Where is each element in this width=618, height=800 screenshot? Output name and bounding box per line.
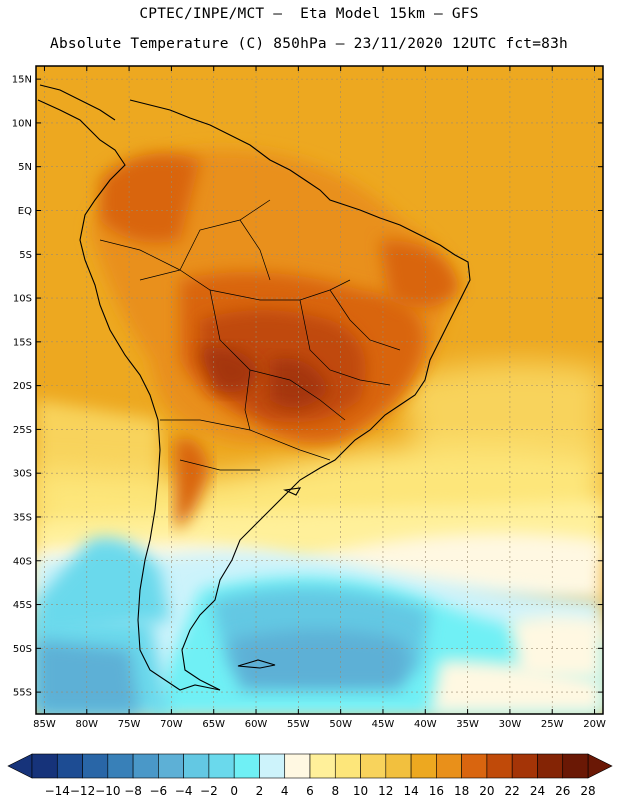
colorbar-label: 24 bbox=[530, 784, 545, 798]
coastline bbox=[37, 84, 471, 691]
colorbar-swatch bbox=[183, 753, 210, 779]
lon-tick-label: 45W bbox=[372, 719, 395, 730]
lat-tick-label: 5N bbox=[18, 162, 32, 173]
colorbar-swatch bbox=[284, 753, 311, 779]
temperature-field bbox=[36, 66, 603, 714]
lat-tick-label: 25S bbox=[13, 425, 32, 436]
lat-tick-label: 10N bbox=[12, 118, 32, 129]
colorbar-swatch bbox=[334, 753, 361, 779]
map-title: CPTEC/INPE/MCT – Eta Model 15km – GFS bbox=[139, 6, 479, 22]
colorbar-label: 22 bbox=[505, 784, 520, 798]
colorbar-label: −12 bbox=[70, 784, 95, 798]
lat-tick-label: 10S bbox=[13, 294, 32, 305]
colorbar-label: −8 bbox=[124, 784, 142, 798]
colorbar-label: −10 bbox=[95, 784, 120, 798]
colorbar-swatch bbox=[82, 753, 109, 779]
colorbar-swatch bbox=[385, 753, 412, 779]
colorbar-swatch bbox=[436, 753, 462, 779]
lon-tick-label: 65W bbox=[202, 719, 225, 730]
colorbar-swatch bbox=[31, 753, 58, 779]
lon-tick-label: 40W bbox=[414, 719, 437, 730]
colorbar-swatch bbox=[562, 753, 589, 779]
colorbar-over-arrow bbox=[587, 753, 613, 779]
lat-tick-label: 45S bbox=[13, 600, 32, 611]
colorbar-swatch bbox=[132, 753, 159, 779]
colorbar-swatch bbox=[461, 753, 488, 779]
colorbar: −14 −12 −10 −8 −6 −4 −2 0 2 4 6 8 10 12 14 16 18 20 22 24 26… bbox=[7, 753, 613, 798]
colorbar-swatch bbox=[410, 753, 437, 779]
colorbar-label: 28 bbox=[580, 784, 595, 798]
colorbar-label: 6 bbox=[306, 784, 314, 798]
map-subtitle: Absolute Temperature (C) 850hPa – 23/11/… bbox=[50, 36, 568, 52]
colorbar-swatch bbox=[107, 753, 134, 779]
colorbar-label: 4 bbox=[281, 784, 289, 798]
colorbar-under-arrow bbox=[7, 753, 33, 779]
colorbar-swatch bbox=[486, 753, 513, 779]
colorbar-label: 16 bbox=[429, 784, 444, 798]
colorbar-swatch bbox=[309, 753, 336, 779]
lon-tick-label: 35W bbox=[456, 719, 479, 730]
lon-tick-label: 55W bbox=[287, 719, 310, 730]
lon-tick-label: 75W bbox=[118, 719, 141, 730]
lon-tick-label: 50W bbox=[329, 719, 352, 730]
lat-lon-grid bbox=[36, 66, 603, 714]
lon-tick-label: 25W bbox=[541, 719, 564, 730]
colorbar-label: 0 bbox=[230, 784, 238, 798]
lat-tick-label: 5S bbox=[19, 250, 32, 261]
latitude-axis: 15N 10N 5N EQ 5S 10S 15S 20S 25S 30S 35S 40S 45S 50S 5… bbox=[12, 75, 603, 699]
lat-tick-label: 15N bbox=[12, 75, 32, 86]
lon-tick-label: 60W bbox=[245, 719, 268, 730]
colorbar-label: −6 bbox=[150, 784, 168, 798]
lon-tick-label: 30W bbox=[499, 719, 522, 730]
colorbar-label: 14 bbox=[403, 784, 418, 798]
colorbar-swatch bbox=[158, 753, 184, 779]
lon-tick-label: 85W bbox=[33, 719, 56, 730]
colorbar-swatch bbox=[537, 753, 564, 779]
lon-tick-label: 20W bbox=[583, 719, 606, 730]
colorbar-label: −2 bbox=[200, 784, 218, 798]
lat-tick-label: 30S bbox=[13, 469, 32, 480]
colorbar-swatch bbox=[511, 753, 538, 779]
colorbar-label: 10 bbox=[353, 784, 368, 798]
lon-tick-label: 70W bbox=[160, 719, 183, 730]
map-frame bbox=[35, 65, 604, 715]
colorbar-label: 8 bbox=[331, 784, 339, 798]
colorbar-label: −4 bbox=[175, 784, 193, 798]
colorbar-label: 2 bbox=[256, 784, 264, 798]
lat-tick-label: 50S bbox=[13, 644, 32, 655]
colorbar-label: −14 bbox=[45, 784, 70, 798]
lat-tick-label: 35S bbox=[13, 512, 32, 523]
lat-tick-label: 20S bbox=[13, 381, 32, 392]
lat-tick-label: 40S bbox=[13, 556, 32, 567]
lat-tick-label: 55S bbox=[13, 688, 32, 699]
colorbar-swatch bbox=[259, 753, 286, 779]
lat-tick-label: 15S bbox=[13, 337, 32, 348]
colorbar-swatch bbox=[233, 753, 260, 779]
colorbar-swatch bbox=[56, 753, 83, 779]
colorbar-label: 20 bbox=[479, 784, 494, 798]
lat-tick-label: EQ bbox=[18, 206, 32, 217]
colorbar-label: 26 bbox=[555, 784, 570, 798]
lon-tick-label: 80W bbox=[75, 719, 98, 730]
longitude-axis: 85W 80W 75W 70W 65W 60W 55W 50W 45W 40W 35W 30W 25W 2… bbox=[33, 66, 606, 730]
colorbar-swatch bbox=[360, 753, 387, 779]
colorbar-label: 18 bbox=[454, 784, 469, 798]
colorbar-swatch bbox=[208, 753, 235, 779]
colorbar-label: 12 bbox=[378, 784, 393, 798]
country-borders bbox=[99, 199, 401, 471]
